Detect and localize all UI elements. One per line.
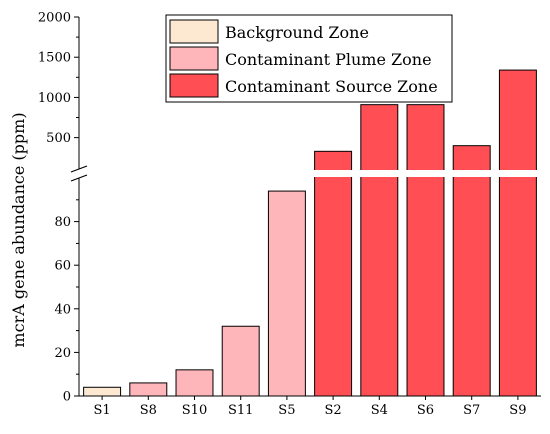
- break-mark-upper: [70, 165, 88, 173]
- y-tick-label: 80: [54, 215, 71, 230]
- legend-label-background: Background Zone: [225, 23, 369, 42]
- bar-s8: [129, 382, 168, 397]
- bar-s11: [221, 325, 260, 397]
- x-tick-label-s11: S11: [228, 403, 253, 418]
- x-tick-label-s10: S10: [182, 403, 207, 418]
- bar-s4: [360, 104, 399, 397]
- y-axis-title: mcrA gene abundance (ppm): [9, 112, 28, 347]
- x-tick-label-s2: S2: [325, 403, 342, 418]
- bar-s5: [267, 190, 306, 397]
- x-tick-label-s7: S7: [463, 403, 480, 418]
- x-tick-label-s6: S6: [417, 403, 434, 418]
- legend-swatch-source: [169, 73, 219, 98]
- bar-s1: [83, 386, 122, 397]
- x-tick-labels: S1 S8 S10 S11 S5 S2 S4 S6 S7 S9: [94, 403, 527, 418]
- x-tick-label-s1: S1: [94, 403, 111, 418]
- y-tick-label: 1000: [38, 91, 71, 106]
- bar-s7: [452, 145, 491, 397]
- y-tick-label: 500: [46, 131, 71, 146]
- y-tick-label: 1500: [38, 51, 71, 66]
- break-gap-band: [72, 170, 541, 177]
- legend-label-source: Contaminant Source Zone: [225, 77, 438, 96]
- bar-s6: [406, 104, 445, 397]
- legend-swatch-plume: [169, 46, 219, 71]
- bar-s9: [498, 69, 537, 397]
- legend: Background Zone Contaminant Plume Zone C…: [165, 14, 453, 103]
- bar-s10: [175, 369, 214, 397]
- y-tick-label: 20: [54, 346, 71, 361]
- y-tick-label: 40: [54, 302, 71, 317]
- x-tick-label-s4: S4: [371, 403, 388, 418]
- y-tick-label: 0: [63, 390, 71, 405]
- legend-label-plume: Contaminant Plume Zone: [225, 50, 432, 69]
- x-tick-label-s5: S5: [278, 403, 295, 418]
- bars-group: [83, 69, 537, 397]
- legend-swatch-background: [169, 19, 219, 44]
- y-tick-labels: 0 20 40 60 80 500 1000 1500 2000: [38, 11, 71, 405]
- break-mark-lower: [70, 174, 88, 182]
- x-tick-label-s8: S8: [140, 403, 157, 418]
- axes-group: [70, 16, 541, 400]
- y-tick-label: 60: [54, 259, 71, 274]
- axis-break-gap: [72, 170, 541, 177]
- bar-s2: [314, 150, 353, 397]
- x-tick-label-s9: S9: [509, 403, 526, 418]
- y-tick-label: 2000: [38, 11, 71, 26]
